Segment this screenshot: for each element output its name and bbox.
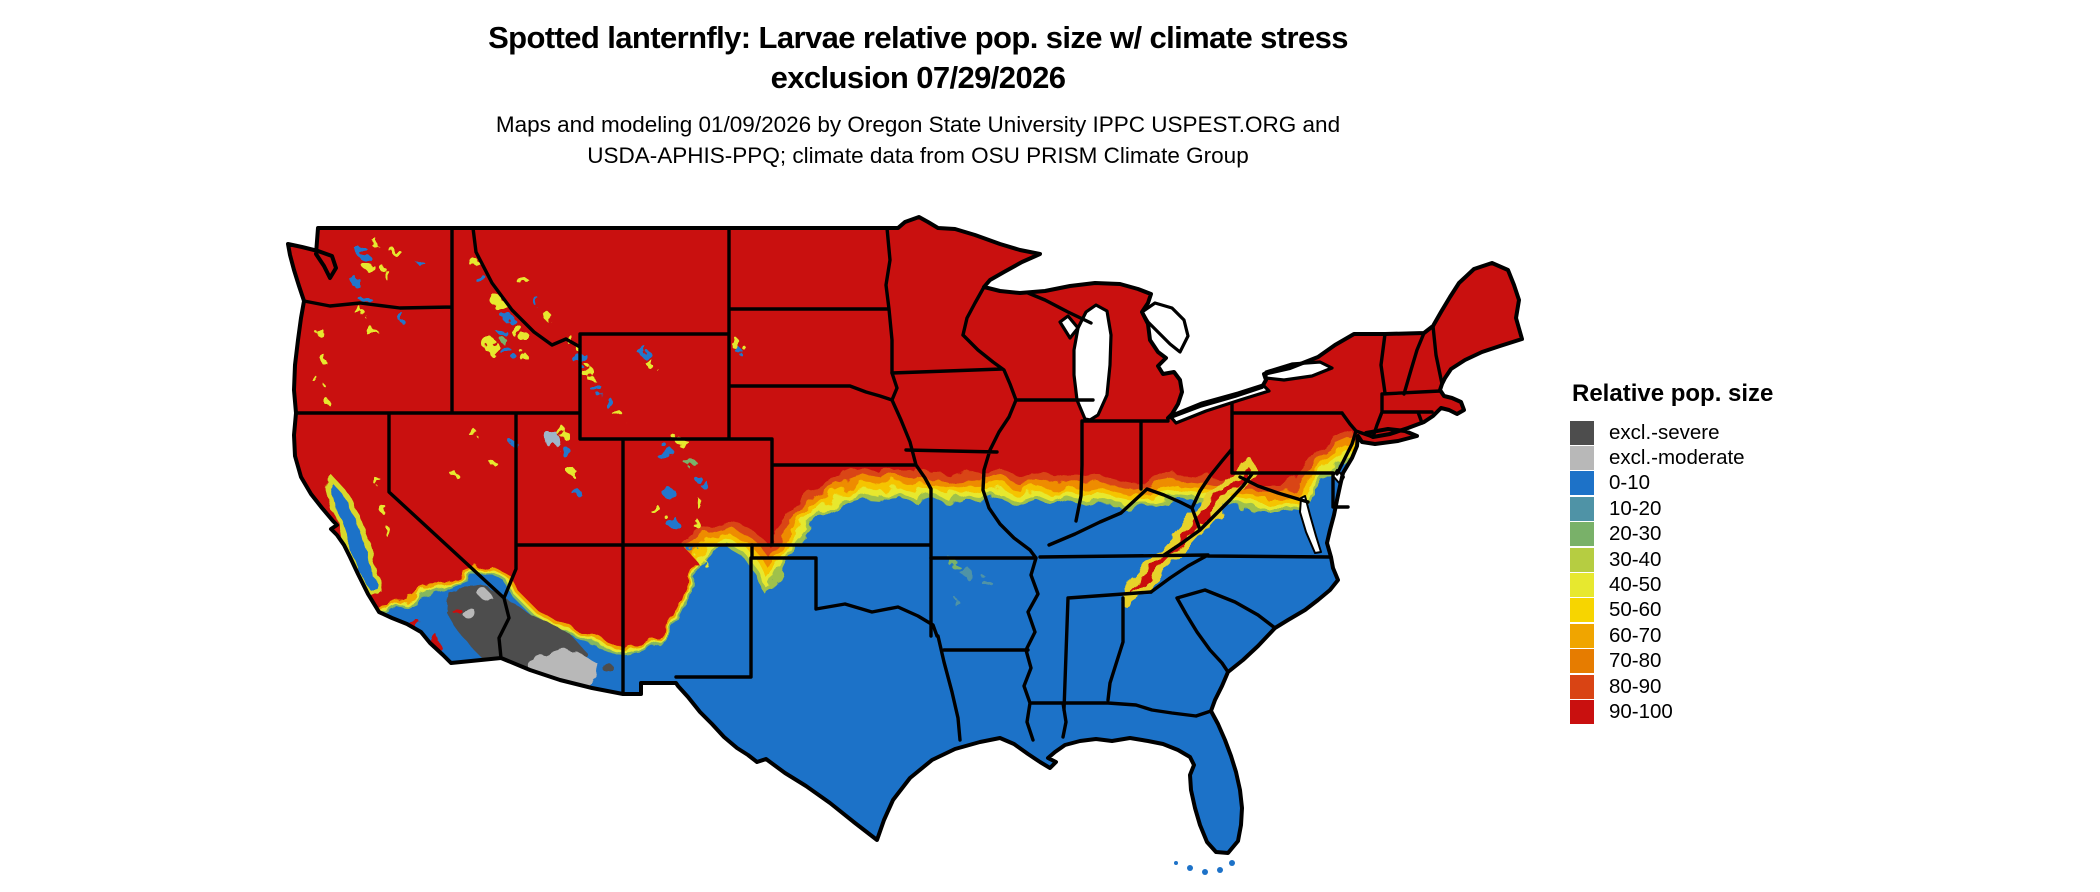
legend-item-80-90: 80-90 — [1570, 674, 1773, 699]
legend-label: 20-30 — [1609, 522, 1662, 546]
legend-label: 40-50 — [1609, 573, 1662, 597]
legend-item-50-60: 50-60 — [1570, 598, 1773, 623]
map-title-line2: exclusion 07/29/2026 — [770, 60, 1066, 95]
legend-swatch — [1570, 649, 1594, 674]
state-borders — [294, 226, 1444, 742]
legend-item-10-20: 10-20 — [1570, 496, 1773, 521]
legend-label: 80-90 — [1609, 674, 1662, 698]
legend-swatch — [1570, 699, 1594, 724]
legend-item-excl.-moderate: excl.-moderate — [1570, 445, 1773, 471]
lake-michigan — [1072, 303, 1113, 422]
terrain-speckles — [315, 238, 990, 646]
great-lakes — [1058, 301, 1345, 554]
legend-item-20-30: 20-30 — [1570, 522, 1773, 547]
legend-swatch — [1570, 547, 1594, 572]
legend-label: 70-80 — [1609, 649, 1662, 673]
legend-title: Relative pop. size — [1572, 380, 1774, 407]
map-subtitle: Maps and modeling 01/09/2026 by Oregon S… — [0, 109, 1836, 171]
map-subtitle-line2: USDA-APHIS-PPQ; climate data from OSU PR… — [587, 143, 1249, 168]
legend-swatch — [1570, 623, 1594, 648]
florida-keys — [1174, 860, 1235, 875]
legend-label: 10-20 — [1609, 496, 1662, 520]
legend-label: 90-100 — [1609, 699, 1673, 723]
legend-label: 60-70 — [1609, 623, 1662, 647]
legend-swatch — [1570, 598, 1594, 623]
green-bay — [1058, 314, 1080, 340]
legend-item-excl.-severe: excl.-severe — [1570, 420, 1773, 445]
legend-swatch — [1570, 573, 1594, 598]
legend-item-60-70: 60-70 — [1570, 623, 1773, 648]
legend-swatch — [1570, 496, 1594, 521]
legend-label: excl.-severe — [1609, 420, 1720, 444]
legend-item-40-50: 40-50 — [1570, 572, 1773, 598]
legend-item-0-10: 0-10 — [1570, 471, 1773, 496]
header: Spotted lanternfly: Larvae relative pop.… — [0, 18, 1836, 171]
chesapeake-bay — [1299, 495, 1322, 554]
legend-label: 50-60 — [1609, 598, 1662, 622]
us-map-land — [288, 217, 1522, 853]
legend-item-90-100: 90-100 — [1570, 699, 1773, 724]
legend-item-30-40: 30-40 — [1570, 547, 1773, 572]
legend-label: 30-40 — [1609, 547, 1662, 571]
legend-swatch — [1570, 471, 1594, 496]
legend: Relative pop. size excl.-severe excl.-mod… — [1570, 380, 1773, 725]
legend-swatch — [1570, 522, 1594, 547]
california-central-valley — [325, 475, 381, 596]
legend-swatch — [1570, 420, 1594, 445]
lake-huron — [1140, 301, 1190, 354]
map-title-line1: Spotted lanternfly: Larvae relative pop.… — [488, 20, 1348, 55]
legend-items: excl.-severe excl.-moderate 0-10 10-20 20-30… — [1570, 420, 1773, 725]
legend-label: excl.-moderate — [1609, 446, 1745, 470]
legend-item-70-80: 70-80 — [1570, 649, 1773, 674]
great-salt-lake — [543, 430, 559, 446]
legend-swatch — [1570, 674, 1594, 699]
legend-swatch — [1570, 446, 1594, 471]
map-subtitle-line1: Maps and modeling 01/09/2026 by Oregon S… — [495, 112, 1341, 137]
legend-label: 0-10 — [1609, 471, 1651, 495]
